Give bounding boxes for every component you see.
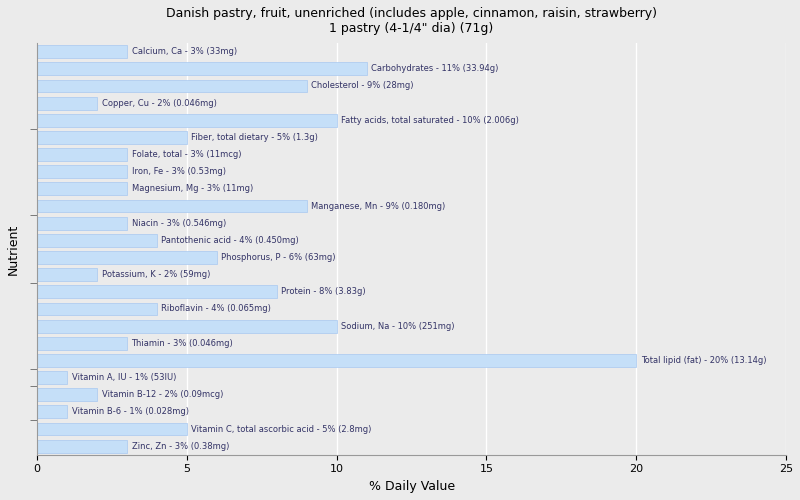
Text: Magnesium, Mg - 3% (11mg): Magnesium, Mg - 3% (11mg) xyxy=(131,184,253,194)
Bar xyxy=(37,45,127,58)
Text: Iron, Fe - 3% (0.53mg): Iron, Fe - 3% (0.53mg) xyxy=(131,167,226,176)
Text: Calcium, Ca - 3% (33mg): Calcium, Ca - 3% (33mg) xyxy=(131,47,237,56)
Y-axis label: Nutrient: Nutrient xyxy=(7,224,20,274)
Text: Potassium, K - 2% (59mg): Potassium, K - 2% (59mg) xyxy=(102,270,210,279)
Bar xyxy=(37,96,97,110)
Bar xyxy=(37,268,97,281)
Text: Sodium, Na - 10% (251mg): Sodium, Na - 10% (251mg) xyxy=(341,322,454,330)
Bar xyxy=(37,200,306,212)
Bar xyxy=(37,114,337,126)
Bar xyxy=(37,80,306,92)
Bar xyxy=(37,148,127,161)
Bar xyxy=(37,354,636,367)
Bar xyxy=(37,440,127,452)
Text: Riboflavin - 4% (0.065mg): Riboflavin - 4% (0.065mg) xyxy=(162,304,271,314)
Bar xyxy=(37,422,187,436)
Text: Vitamin A, IU - 1% (53IU): Vitamin A, IU - 1% (53IU) xyxy=(72,373,176,382)
Text: Folate, total - 3% (11mcg): Folate, total - 3% (11mcg) xyxy=(131,150,241,159)
Bar xyxy=(37,406,67,418)
Bar xyxy=(37,131,187,144)
Text: Pantothenic acid - 4% (0.450mg): Pantothenic acid - 4% (0.450mg) xyxy=(162,236,299,245)
Text: Manganese, Mn - 9% (0.180mg): Manganese, Mn - 9% (0.180mg) xyxy=(311,202,446,210)
Text: Copper, Cu - 2% (0.046mg): Copper, Cu - 2% (0.046mg) xyxy=(102,98,217,108)
Text: Vitamin B-12 - 2% (0.09mcg): Vitamin B-12 - 2% (0.09mcg) xyxy=(102,390,223,399)
Text: Vitamin B-6 - 1% (0.028mg): Vitamin B-6 - 1% (0.028mg) xyxy=(72,408,189,416)
Bar xyxy=(37,62,366,75)
Bar xyxy=(37,302,157,316)
Text: Zinc, Zn - 3% (0.38mg): Zinc, Zn - 3% (0.38mg) xyxy=(131,442,229,450)
X-axis label: % Daily Value: % Daily Value xyxy=(369,480,454,493)
Text: Fatty acids, total saturated - 10% (2.006g): Fatty acids, total saturated - 10% (2.00… xyxy=(341,116,519,125)
Bar xyxy=(37,388,97,401)
Bar xyxy=(37,251,217,264)
Bar xyxy=(37,234,157,247)
Bar xyxy=(37,320,337,332)
Text: Vitamin C, total ascorbic acid - 5% (2.8mg): Vitamin C, total ascorbic acid - 5% (2.8… xyxy=(191,424,372,434)
Bar xyxy=(37,286,277,298)
Text: Cholesterol - 9% (28mg): Cholesterol - 9% (28mg) xyxy=(311,82,414,90)
Text: Carbohydrates - 11% (33.94g): Carbohydrates - 11% (33.94g) xyxy=(371,64,498,74)
Text: Thiamin - 3% (0.046mg): Thiamin - 3% (0.046mg) xyxy=(131,339,234,348)
Bar xyxy=(37,217,127,230)
Text: Total lipid (fat) - 20% (13.14g): Total lipid (fat) - 20% (13.14g) xyxy=(641,356,766,365)
Text: Protein - 8% (3.83g): Protein - 8% (3.83g) xyxy=(282,288,366,296)
Text: Niacin - 3% (0.546mg): Niacin - 3% (0.546mg) xyxy=(131,218,226,228)
Bar xyxy=(37,371,67,384)
Text: Fiber, total dietary - 5% (1.3g): Fiber, total dietary - 5% (1.3g) xyxy=(191,133,318,142)
Title: Danish pastry, fruit, unenriched (includes apple, cinnamon, raisin, strawberry)
: Danish pastry, fruit, unenriched (includ… xyxy=(166,7,657,35)
Text: Phosphorus, P - 6% (63mg): Phosphorus, P - 6% (63mg) xyxy=(222,253,336,262)
Bar xyxy=(37,182,127,196)
Bar xyxy=(37,166,127,178)
Bar xyxy=(37,337,127,349)
